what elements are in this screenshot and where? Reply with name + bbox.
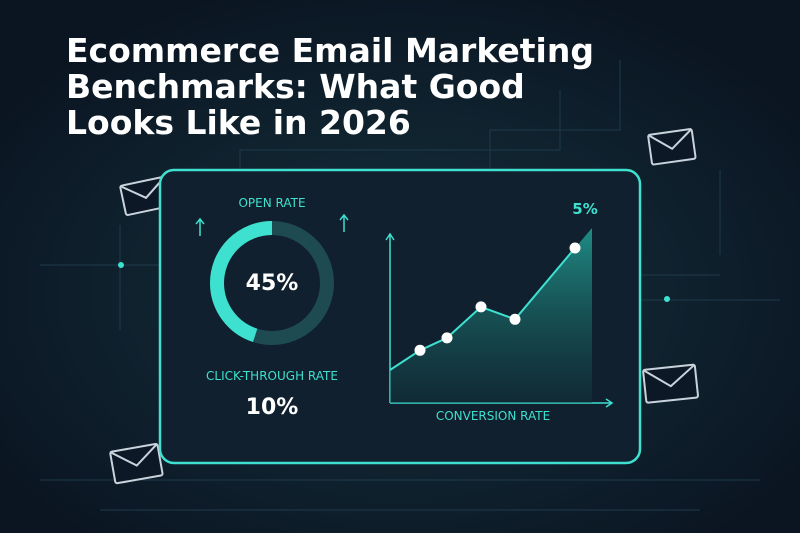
node-dot [118,262,124,268]
point [441,332,453,344]
open-rate-label: OPEN RATE [238,196,305,210]
open-rate-value: 45% [246,271,299,296]
line-lead [389,349,421,371]
up-arrows [195,213,349,236]
point [475,301,487,313]
data-label: 5% [572,200,597,218]
title-line: Benchmarks: What Good [66,67,525,106]
point [509,313,521,325]
title: Ecommerce Email Marketing Benchmarks: Wh… [66,31,594,142]
node-dot [664,296,670,302]
title-line: Ecommerce Email Marketing [66,31,594,70]
decor-lines [40,60,780,511]
ctr-value: 10% [246,395,299,420]
title-line: Looks Like in 2026 [66,103,411,142]
point [569,242,581,254]
envelopes [109,128,699,485]
x-axis-label: CONVERSION RATE [436,409,550,423]
ctr-label: CLICK-THROUGH RATE [206,369,338,383]
donut-arc [210,221,334,345]
point [414,344,426,356]
area [390,228,592,403]
